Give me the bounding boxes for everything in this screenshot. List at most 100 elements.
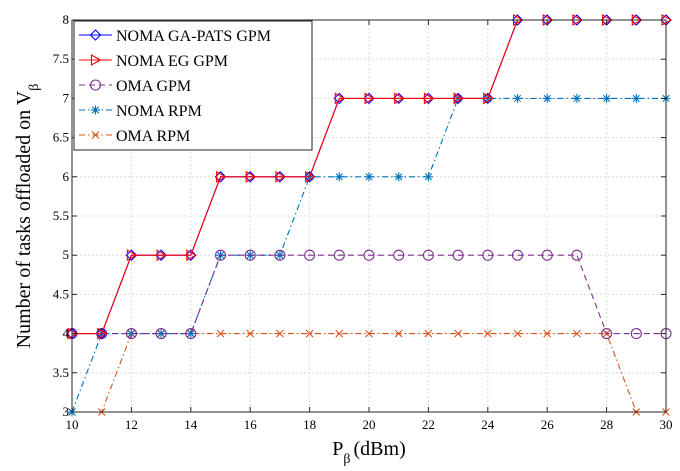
x-tick-label: 30	[660, 417, 673, 432]
data-point	[275, 170, 287, 183]
y-tick-label: 5.5	[53, 208, 69, 223]
y-axis-label: Number of tasks offloaded on Vβ	[13, 84, 42, 349]
data-point	[513, 329, 522, 338]
data-point	[276, 329, 284, 338]
data-point	[244, 249, 256, 261]
x-tick-label: 24	[481, 417, 495, 432]
legend-marker	[89, 29, 102, 41]
x-marker-stroke	[305, 329, 314, 338]
data-point	[185, 328, 197, 340]
data-point	[216, 329, 225, 338]
x-marker-stroke	[513, 329, 522, 338]
y-tick-label: 3	[63, 404, 70, 419]
asterisk-stroke	[632, 94, 640, 102]
data-point	[452, 92, 464, 105]
data-point	[423, 92, 435, 105]
data-point	[394, 172, 404, 182]
data-point	[304, 249, 316, 261]
ticks: 10 12 14 16 18 20 22 24 26 28 30 3 3.5 4 4.5 5 5.5 6 6.5 7 7…	[53, 12, 673, 432]
asterisk-stroke	[91, 106, 100, 114]
data-point	[155, 328, 167, 340]
legend-box	[73, 20, 313, 151]
asterisk-stroke	[603, 94, 611, 102]
legend: NOMA GA-PATS GPM NOMA EG GPM OMA GPM NOMA R…	[73, 20, 313, 151]
data-point	[214, 249, 227, 261]
asterisk-stroke	[513, 94, 522, 102]
data-point	[453, 92, 465, 105]
data-point	[246, 329, 255, 338]
y-tick-label: 8	[63, 12, 70, 27]
data-point	[511, 249, 524, 261]
x-marker-stroke	[335, 329, 344, 338]
y-tick-label: 6	[63, 169, 70, 184]
data-point	[602, 93, 612, 103]
data-point	[394, 329, 403, 338]
data-point	[483, 329, 492, 338]
data-point	[454, 329, 462, 338]
data-point	[571, 14, 583, 26]
data-point	[392, 92, 405, 105]
data-point	[393, 249, 405, 261]
x-tick-label: 12	[125, 417, 138, 432]
data-point	[305, 329, 314, 338]
data-point	[186, 249, 197, 262]
y-tick-label: 5	[63, 247, 70, 262]
data-point	[364, 92, 376, 105]
x-marker-stroke	[483, 329, 492, 338]
data-point	[274, 171, 286, 183]
data-point	[572, 93, 582, 103]
data-point	[482, 249, 494, 261]
data-point	[631, 93, 641, 103]
data-point	[364, 172, 374, 182]
y-tick-label: 6.5	[53, 130, 69, 145]
data-point	[422, 92, 435, 105]
asterisk-stroke	[365, 173, 373, 181]
x-marker-stroke	[424, 329, 433, 338]
y-tick-label: 4	[63, 326, 70, 341]
series-3	[67, 93, 671, 417]
data-point	[424, 329, 433, 338]
x-marker-stroke	[573, 329, 581, 338]
data-point	[95, 327, 108, 340]
data-point	[482, 92, 494, 105]
asterisk-stroke	[424, 173, 432, 181]
x-marker-stroke	[454, 329, 462, 338]
data-point	[244, 171, 256, 183]
data-point	[513, 93, 522, 103]
data-point	[125, 249, 138, 261]
data-point	[483, 92, 494, 105]
series-line	[72, 254, 666, 335]
data-point	[245, 170, 257, 183]
asterisk-stroke	[187, 330, 195, 338]
x-marker-stroke	[365, 329, 373, 338]
x-marker-stroke	[91, 131, 100, 139]
data-point	[155, 249, 167, 261]
asterisk-stroke	[573, 94, 581, 102]
y-tick-label: 7.5	[53, 51, 69, 66]
data-point	[305, 170, 316, 183]
data-point	[126, 249, 138, 262]
data-point	[541, 249, 553, 261]
legend-marker	[90, 54, 102, 66]
x-tick-label: 20	[363, 417, 376, 432]
y-tick-label: 4.5	[53, 286, 69, 301]
asterisk-stroke	[335, 173, 343, 181]
x-tick-label: 18	[303, 417, 316, 432]
x-tick-label: 26	[541, 417, 555, 432]
data-point	[334, 92, 346, 105]
asterisk-stroke	[157, 330, 165, 338]
x-marker-stroke	[276, 329, 284, 338]
data-point	[423, 172, 433, 182]
data-point	[97, 327, 108, 340]
data-point	[543, 329, 552, 338]
data-point	[365, 329, 373, 338]
x-tick-label: 16	[244, 417, 258, 432]
x-tick-label: 28	[600, 417, 613, 432]
x-marker-stroke	[394, 329, 403, 338]
data-point	[335, 329, 344, 338]
data-point	[630, 328, 642, 340]
asterisk-stroke	[543, 94, 551, 102]
y-axis-label-main: Number of tasks offloaded on V	[13, 90, 35, 348]
data-point	[214, 171, 227, 183]
legend-entry: OMA GPM	[116, 78, 191, 95]
